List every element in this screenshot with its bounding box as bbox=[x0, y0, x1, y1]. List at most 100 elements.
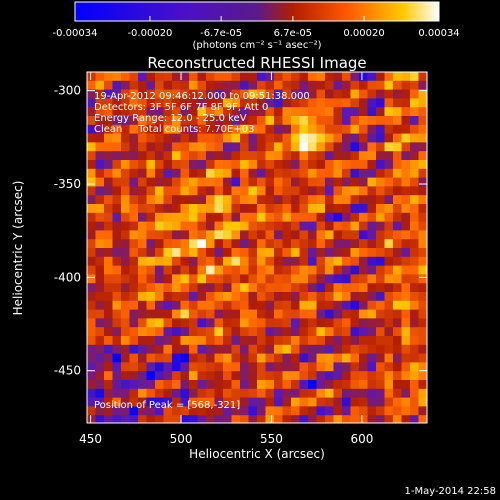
heatmap-cell bbox=[231, 195, 241, 205]
heatmap-cell bbox=[206, 300, 215, 310]
heatmap-cell bbox=[104, 221, 113, 231]
heatmap-cell bbox=[87, 133, 96, 143]
heatmap-cell bbox=[384, 230, 394, 240]
heatmap-cell bbox=[393, 204, 402, 214]
heatmap-cell bbox=[282, 212, 292, 222]
heatmap-cell bbox=[299, 309, 309, 319]
heatmap-cell bbox=[291, 397, 300, 407]
heatmap-cell bbox=[146, 318, 156, 328]
heatmap-cell bbox=[214, 300, 224, 310]
heatmap-cell bbox=[299, 230, 309, 240]
heatmap-cell bbox=[401, 292, 411, 302]
heatmap-cell bbox=[410, 151, 419, 161]
heatmap-cell bbox=[265, 72, 275, 82]
heatmap-cell bbox=[257, 292, 266, 302]
heatmap-cell bbox=[138, 300, 147, 310]
heatmap-cell bbox=[308, 283, 317, 293]
heatmap-cell bbox=[189, 151, 198, 161]
heatmap-cell bbox=[376, 177, 385, 187]
heatmap-cell bbox=[342, 151, 351, 161]
heatmap-cell bbox=[418, 274, 427, 284]
heatmap-cell bbox=[265, 300, 275, 310]
heatmap-cell bbox=[129, 221, 139, 231]
heatmap-cell bbox=[291, 283, 300, 293]
heatmap-cell bbox=[282, 397, 292, 407]
heatmap-cell bbox=[257, 283, 266, 293]
heatmap-cell bbox=[367, 309, 377, 319]
heatmap-cell bbox=[367, 327, 377, 337]
heatmap-cell bbox=[146, 239, 156, 249]
heatmap-cell bbox=[214, 318, 224, 328]
heatmap-cell bbox=[87, 309, 96, 319]
heatmap-cell bbox=[342, 133, 351, 143]
heatmap-cell bbox=[104, 98, 113, 108]
heatmap-cell bbox=[231, 309, 241, 319]
heatmap-cell bbox=[129, 142, 139, 152]
heatmap-cell bbox=[138, 195, 147, 205]
heatmap-cell bbox=[282, 353, 292, 363]
heatmap-cell bbox=[350, 380, 360, 390]
heatmap-cell bbox=[265, 256, 275, 266]
heatmap-cell bbox=[418, 98, 427, 108]
heatmap-cell bbox=[274, 239, 283, 249]
heatmap-cell bbox=[87, 239, 96, 249]
heatmap-cell bbox=[299, 89, 309, 99]
heatmap-cell bbox=[308, 406, 317, 416]
heatmap-cell bbox=[189, 204, 198, 214]
heatmap-cell bbox=[367, 353, 377, 363]
heatmap-cell bbox=[393, 221, 402, 231]
heatmap-cell bbox=[299, 292, 309, 302]
plot-frame bbox=[86, 71, 428, 424]
heatmap-cell bbox=[367, 397, 377, 407]
heatmap-cell bbox=[308, 309, 317, 319]
heatmap-cell bbox=[121, 142, 130, 152]
heatmap-cell bbox=[393, 98, 402, 108]
heatmap-cell bbox=[248, 116, 258, 126]
heatmap-cell bbox=[325, 177, 334, 187]
heatmap-cell bbox=[180, 397, 190, 407]
heatmap-cell bbox=[163, 98, 173, 108]
heatmap-cell bbox=[129, 133, 139, 143]
heatmap-cell bbox=[95, 107, 105, 117]
heatmap-cell bbox=[265, 371, 275, 381]
heatmap-cell bbox=[384, 212, 394, 222]
heatmap-cell bbox=[282, 168, 292, 178]
heatmap-cell bbox=[95, 274, 105, 284]
heatmap-cell bbox=[359, 406, 368, 416]
heatmap-cell bbox=[95, 371, 105, 381]
heatmap-cell bbox=[299, 133, 309, 143]
heatmap-cell bbox=[359, 327, 368, 337]
heatmap-cell bbox=[214, 80, 224, 90]
heatmap-cell bbox=[316, 318, 326, 328]
heatmap-cell bbox=[138, 168, 147, 178]
heatmap-cell bbox=[163, 292, 173, 302]
heatmap-cell bbox=[214, 327, 224, 337]
heatmap-cell bbox=[206, 256, 215, 266]
heatmap-cell bbox=[138, 72, 147, 82]
heatmap-cell bbox=[112, 107, 122, 117]
heatmap-cell bbox=[291, 186, 300, 196]
heatmap-cell bbox=[163, 133, 173, 143]
heatmap-cell bbox=[393, 256, 402, 266]
heatmap-cell bbox=[333, 133, 343, 143]
heatmap-cell bbox=[376, 309, 385, 319]
heatmap-cell bbox=[104, 309, 113, 319]
heatmap-cell bbox=[223, 344, 232, 354]
heatmap-cell bbox=[95, 362, 105, 372]
heatmap-cell bbox=[146, 124, 156, 134]
heatmap-cell bbox=[350, 415, 360, 423]
heatmap-cell bbox=[393, 124, 402, 134]
heatmap-cell bbox=[401, 89, 411, 99]
heatmap-cell bbox=[112, 283, 122, 293]
heatmap-cell bbox=[265, 124, 275, 134]
heatmap-cell bbox=[172, 195, 181, 205]
heatmap-cell bbox=[231, 406, 241, 416]
heatmap-cell bbox=[359, 98, 368, 108]
heatmap-cell bbox=[197, 309, 207, 319]
heatmap-cell bbox=[376, 371, 385, 381]
plot-annotations: 19-Apr-2012 09:46:12.000 to 09:51:38.000… bbox=[94, 91, 310, 411]
heatmap-cell bbox=[274, 300, 283, 310]
heatmap-cell bbox=[350, 397, 360, 407]
heatmap-cell bbox=[384, 107, 394, 117]
heatmap-cell bbox=[138, 80, 147, 90]
